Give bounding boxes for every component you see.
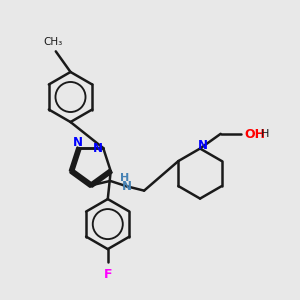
Text: F: F xyxy=(103,268,112,281)
Text: N: N xyxy=(122,180,132,193)
Text: H: H xyxy=(260,129,269,140)
Text: OH: OH xyxy=(244,128,265,141)
Text: H: H xyxy=(120,173,130,183)
Text: N: N xyxy=(93,142,103,154)
Text: N: N xyxy=(198,139,208,152)
Text: CH₃: CH₃ xyxy=(43,37,62,47)
Text: N: N xyxy=(73,136,82,149)
